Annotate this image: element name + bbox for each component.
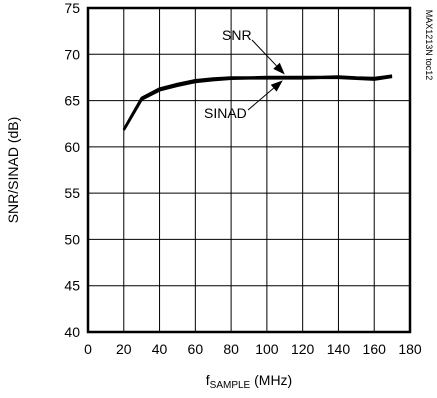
x-tick-labels: 0 20 40 60 80 100 120 140 160 180 bbox=[84, 341, 422, 357]
y-tick-label: 40 bbox=[64, 324, 80, 340]
x-tick-label: 60 bbox=[188, 341, 204, 357]
x-axis-label: fSAMPLE (MHz) bbox=[206, 372, 292, 391]
x-tick-label: 160 bbox=[363, 341, 387, 357]
plot-frame bbox=[86, 6, 412, 334]
y-tick-label: 55 bbox=[64, 185, 80, 201]
annotations: SNR SINAD bbox=[204, 27, 285, 121]
x-tick-label: 80 bbox=[223, 341, 239, 357]
y-tick-labels: 40 45 50 55 60 65 70 75 bbox=[64, 0, 80, 340]
x-tick-label: 20 bbox=[116, 341, 132, 357]
x-tick-label: 0 bbox=[84, 341, 92, 357]
series-line-sinad bbox=[122, 75, 393, 131]
y-tick-label: 75 bbox=[64, 0, 80, 16]
x-tick-label: 140 bbox=[327, 341, 351, 357]
x-tick-label: 180 bbox=[398, 341, 422, 357]
y-tick-label: 45 bbox=[64, 278, 80, 294]
y-tick-label: 70 bbox=[64, 46, 80, 62]
x-tick-label: 100 bbox=[255, 341, 279, 357]
x-axis-label-subscript: SAMPLE bbox=[210, 380, 251, 391]
annotation-sinad-arrowhead bbox=[270, 80, 283, 92]
annotation-sinad-arrow bbox=[247, 87, 274, 111]
figure-id: MAX1213N toc12 bbox=[424, 10, 434, 81]
x-axis-label-main: f bbox=[206, 372, 210, 388]
annotation-snr-arrowhead bbox=[273, 62, 285, 75]
grid-lines bbox=[88, 8, 410, 332]
series-lines bbox=[122, 74, 393, 131]
annotation-snr-arrow bbox=[251, 39, 277, 67]
annotation-snr: SNR bbox=[222, 27, 252, 43]
y-axis-label: SNR/SINAD (dB) bbox=[5, 117, 21, 224]
x-tick-label: 40 bbox=[152, 341, 168, 357]
y-tick-label: 65 bbox=[64, 93, 80, 109]
x-axis-label-unit: (MHz) bbox=[250, 372, 292, 388]
annotation-sinad: SINAD bbox=[204, 105, 247, 121]
y-tick-label: 60 bbox=[64, 139, 80, 155]
series-line-snr bbox=[122, 74, 393, 130]
x-tick-label: 120 bbox=[291, 341, 315, 357]
y-tick-label: 50 bbox=[64, 231, 80, 247]
